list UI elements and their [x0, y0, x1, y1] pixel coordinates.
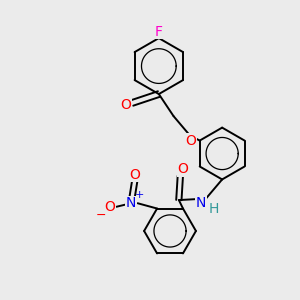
- Text: H: H: [209, 202, 219, 216]
- Text: N: N: [196, 196, 206, 210]
- Text: O: O: [185, 134, 197, 148]
- Text: N: N: [126, 196, 136, 210]
- Text: F: F: [155, 25, 163, 39]
- Text: O: O: [120, 98, 131, 112]
- Text: +: +: [135, 190, 144, 200]
- Text: O: O: [104, 200, 116, 214]
- Text: O: O: [177, 162, 188, 176]
- Text: O: O: [129, 168, 140, 182]
- Text: −: −: [96, 208, 106, 221]
